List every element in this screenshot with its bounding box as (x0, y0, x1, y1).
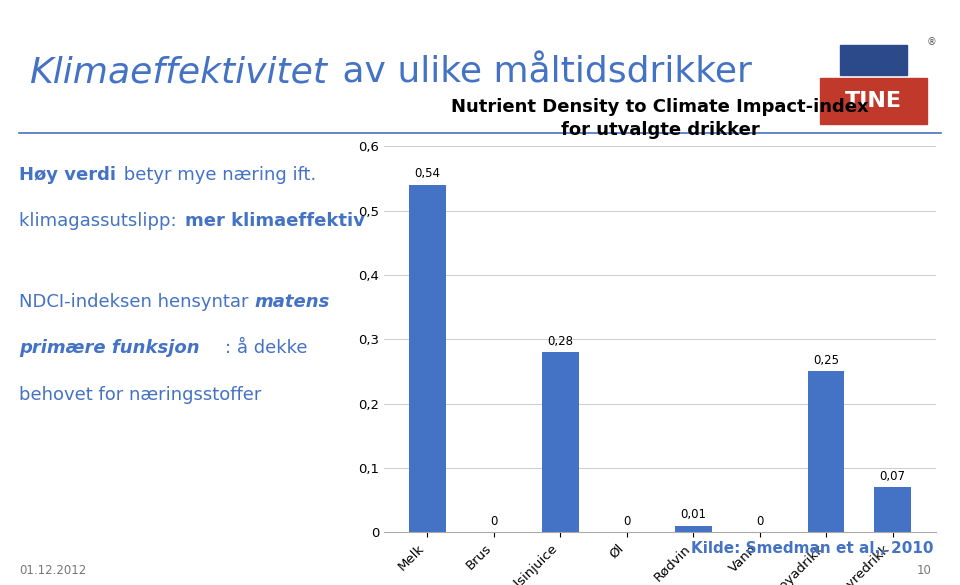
Text: 0,07: 0,07 (879, 470, 905, 483)
Text: 0,25: 0,25 (813, 354, 839, 367)
Bar (675, 526, 711, 532)
Text: 0,54: 0,54 (415, 167, 441, 180)
Text: TINE: TINE (845, 91, 902, 111)
Text: ®: ® (926, 37, 936, 47)
Text: : å dekke: : å dekke (225, 339, 307, 357)
Text: 0: 0 (756, 515, 763, 528)
Text: mer klimaeffektiv: mer klimaeffektiv (185, 212, 365, 230)
Text: 0: 0 (491, 515, 497, 528)
Text: NDCI-indeksen hensyntar: NDCI-indeksen hensyntar (19, 293, 254, 311)
Text: betyr mye næring ift.: betyr mye næring ift. (118, 166, 316, 184)
Title: Nutrient Density to Climate Impact-index
for utvalgte drikker: Nutrient Density to Climate Impact-index… (451, 98, 869, 139)
Text: 0,01: 0,01 (681, 508, 707, 521)
Text: 10: 10 (917, 565, 931, 577)
Bar (808, 371, 845, 532)
Text: behovet for næringsstoffer: behovet for næringsstoffer (19, 386, 261, 404)
Text: matens: matens (254, 293, 329, 311)
Text: Klimaeffektivitet: Klimaeffektivitet (29, 56, 326, 90)
Text: klimagassutslipp:: klimagassutslipp: (19, 212, 182, 230)
Text: primære funksjon: primære funksjon (19, 339, 200, 357)
Text: av ulike måltidsdrikker: av ulike måltidsdrikker (331, 56, 752, 90)
Bar (409, 185, 445, 532)
Bar (840, 44, 907, 75)
Bar (820, 77, 927, 123)
Text: Kilde: Smedman et al., 2010: Kilde: Smedman et al., 2010 (691, 541, 934, 556)
Bar (875, 487, 911, 532)
Bar (542, 352, 579, 532)
Text: 01.12.2012: 01.12.2012 (19, 565, 86, 577)
Text: 0: 0 (623, 515, 631, 528)
Text: Høy verdi: Høy verdi (19, 166, 116, 184)
Text: 0,28: 0,28 (547, 335, 573, 347)
